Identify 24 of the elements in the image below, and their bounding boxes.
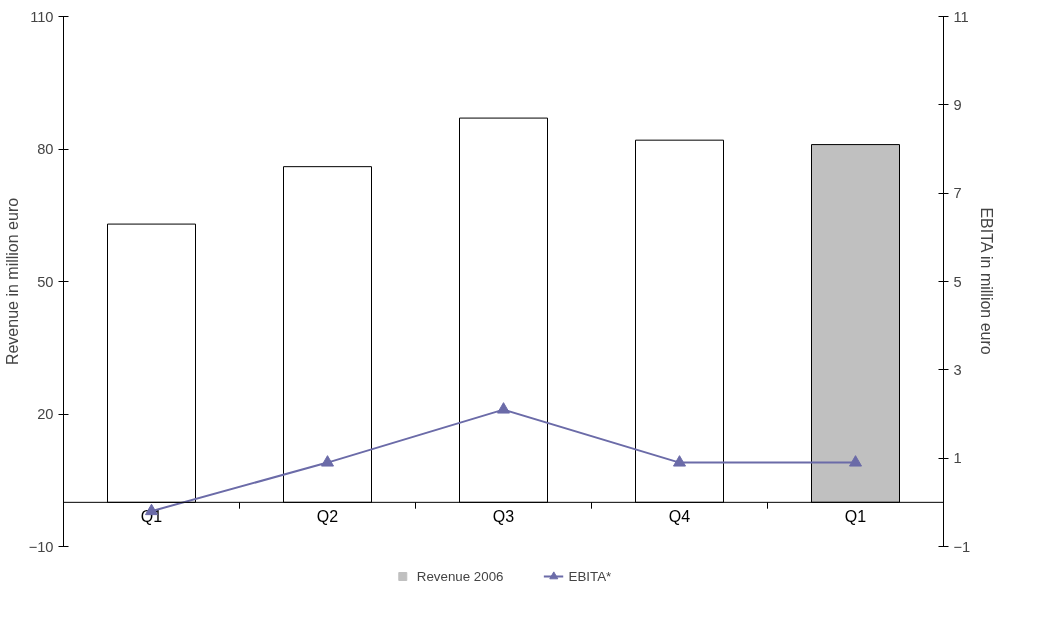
legend-label: EBITA* bbox=[568, 568, 612, 584]
y2-tick-label: −1 bbox=[953, 538, 971, 555]
y2-tick-label: 9 bbox=[953, 96, 962, 113]
x-tick-label: Q1 bbox=[844, 508, 867, 526]
x-tick-label: Q4 bbox=[668, 508, 691, 526]
x-tick-label: Q2 bbox=[316, 508, 339, 526]
y-axis-title: Revenue in million euro bbox=[3, 197, 21, 366]
y-tick-label: 20 bbox=[37, 406, 54, 422]
y2-tick-label: 5 bbox=[953, 273, 962, 290]
y-tick-label: −10 bbox=[28, 538, 54, 555]
point bbox=[497, 402, 510, 414]
x-tick-label: Q3 bbox=[492, 508, 515, 526]
y-tick-label: 80 bbox=[37, 141, 54, 157]
point bbox=[673, 455, 686, 467]
y2-tick-label: 1 bbox=[953, 450, 962, 467]
y2-tick-label: 7 bbox=[953, 185, 962, 202]
point bbox=[849, 455, 862, 467]
legend-label: Revenue 2006 bbox=[416, 568, 504, 584]
y-tick-label: 50 bbox=[37, 273, 54, 290]
y2-axis-title: EBITA in million euro bbox=[978, 207, 996, 355]
y2-tick-label: 11 bbox=[953, 8, 969, 25]
y-tick-label: 110 bbox=[30, 8, 54, 25]
point bbox=[321, 455, 334, 467]
y2-tick-label: 3 bbox=[953, 361, 962, 378]
